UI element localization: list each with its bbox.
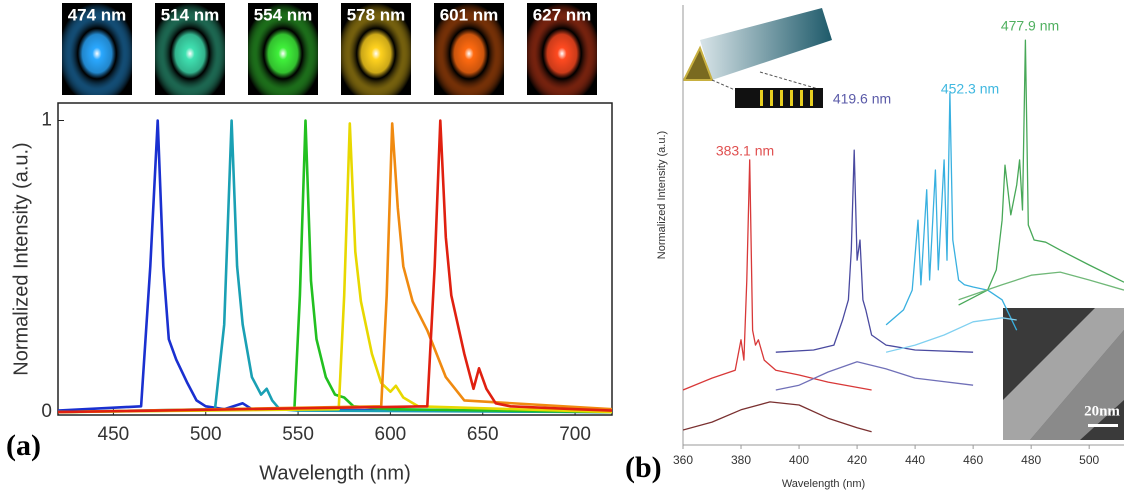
spectrum-line	[775, 149, 974, 353]
x-tick-label: 600	[375, 424, 407, 445]
spectrum-line	[683, 401, 872, 433]
x-tick-label: 460	[963, 453, 983, 467]
series-group	[683, 39, 1124, 433]
x-tick-label: 700	[559, 424, 591, 445]
emission-image-glow	[434, 3, 504, 95]
spectrum-line	[58, 119, 612, 414]
x-tick-label: 500	[190, 424, 222, 445]
y-tick-label: 1	[41, 110, 52, 131]
spectrum-line	[885, 92, 1018, 331]
image-label: 474 nm	[68, 5, 127, 24]
plot-frame	[57, 102, 613, 416]
x-tick-label: 400	[789, 453, 809, 467]
x-tick-label: 450	[98, 424, 130, 445]
peak-annotation: 452.3 nm	[941, 81, 999, 97]
spectrum-line	[683, 159, 872, 391]
nanowire-schematic	[682, 8, 832, 108]
spectrum-line	[958, 271, 1124, 301]
y-axis-label: Normalized Intensity (a.u.)	[10, 142, 32, 375]
series-group	[58, 119, 612, 414]
spectrum-line	[58, 119, 612, 414]
scale-bar-label: 20nm	[1084, 403, 1120, 419]
x-tick-label: 550	[282, 424, 314, 445]
x-tick-label: 440	[905, 453, 925, 467]
emission-image-glow	[155, 3, 225, 95]
x-tick-label: 480	[1021, 453, 1041, 467]
panel-label: (b)	[625, 451, 662, 484]
peak-annotation: 419.6 nm	[833, 91, 891, 107]
emission-image-glow	[341, 3, 411, 95]
y-axis-label: Normalized Intensity (a.u.)	[656, 131, 668, 259]
x-tick-label: 360	[673, 453, 693, 467]
spectrum-line	[58, 122, 612, 414]
image-label: 601 nm	[440, 5, 499, 24]
x-axis-label: Wavelength (nm)	[782, 478, 865, 490]
emission-image-glow	[527, 3, 597, 95]
y-tick-label: 0	[41, 401, 52, 422]
panel-label: (a)	[6, 429, 41, 462]
image-label: 514 nm	[161, 5, 220, 24]
emission-image-glow	[62, 3, 132, 95]
x-axis-label: Wavelength (nm)	[259, 462, 411, 484]
emission-image-glow	[248, 3, 318, 95]
image-label: 554 nm	[254, 5, 313, 24]
tem-inset	[1003, 308, 1124, 440]
x-tick-label: 500	[1079, 453, 1099, 467]
spectrum-line	[958, 39, 1124, 306]
image-label: 578 nm	[347, 5, 406, 24]
peak-annotation: 383.1 nm	[716, 143, 774, 159]
image-label: 627 nm	[533, 5, 592, 24]
spectrum-line	[58, 119, 612, 414]
x-tick-label: 420	[847, 453, 867, 467]
spectrum-line	[58, 119, 612, 414]
spectrum-line	[58, 122, 612, 414]
spectrum-line	[885, 317, 1017, 353]
x-tick-label: 650	[467, 424, 499, 445]
x-tick-label: 380	[731, 453, 751, 467]
spectrum-line	[775, 361, 974, 391]
peak-annotation: 477.9 nm	[1001, 18, 1059, 34]
